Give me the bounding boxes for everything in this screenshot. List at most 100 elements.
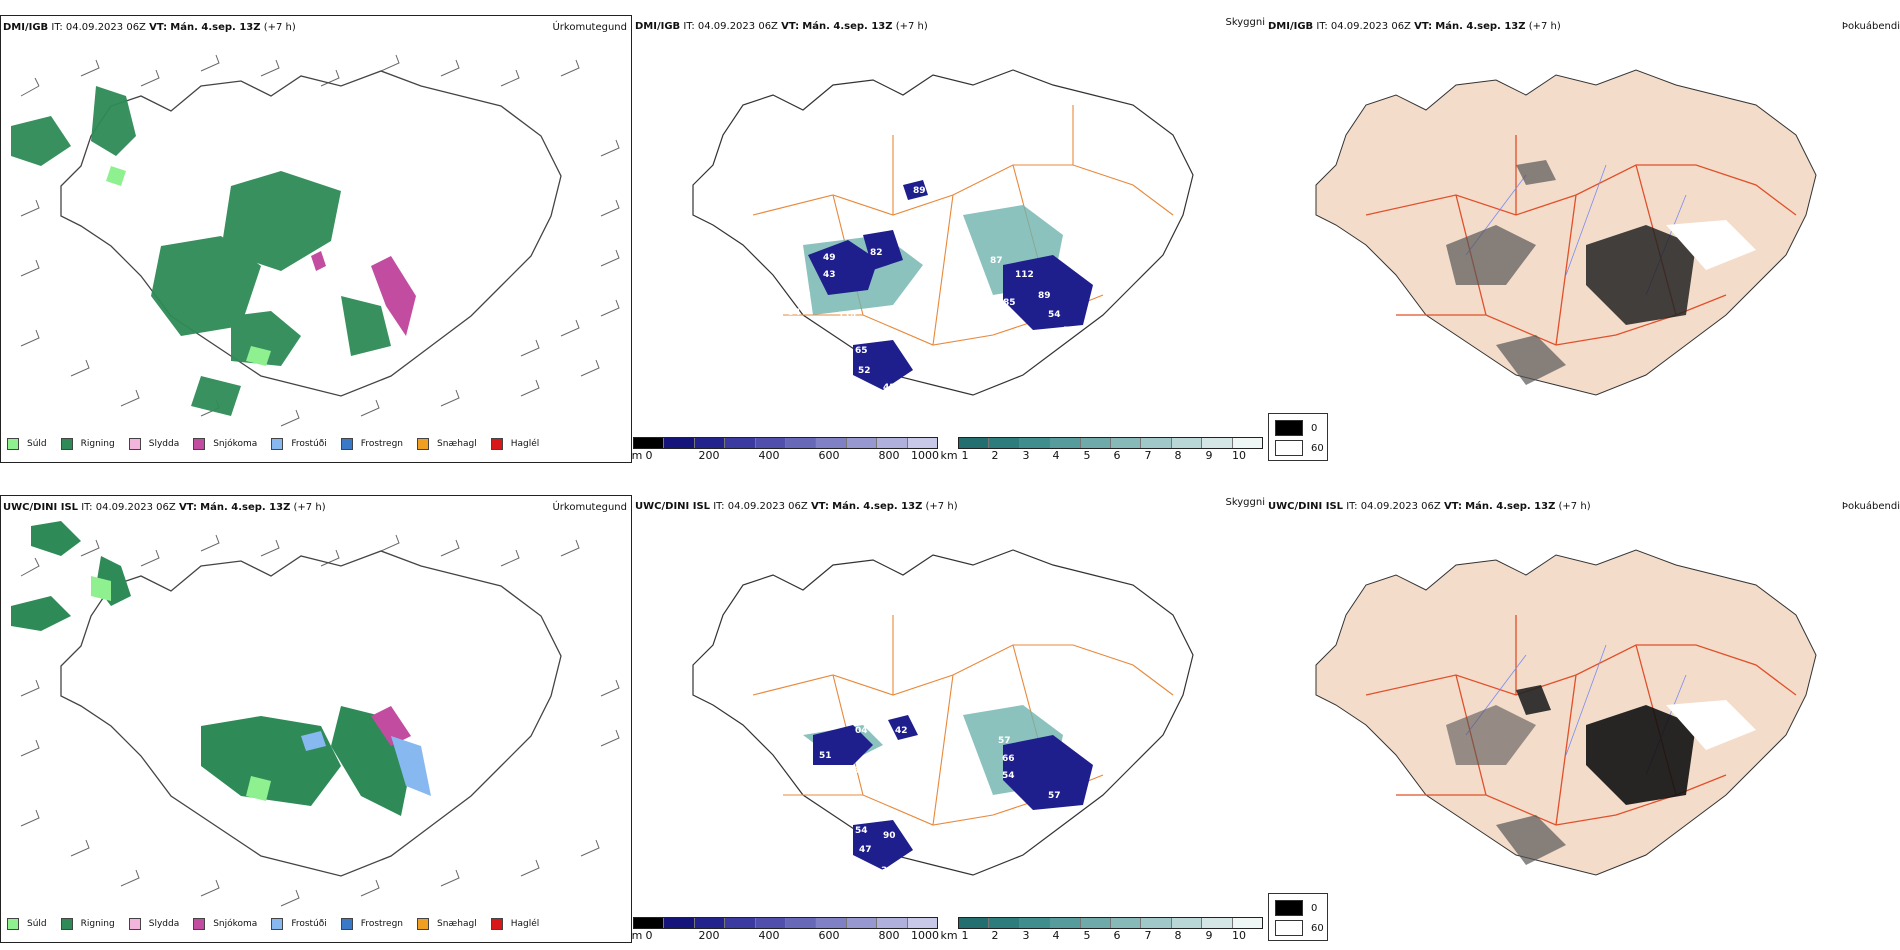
visibility-panel-1: DMI/IGB IT: 04.09.2023 06Z VT: Mán. 4.se…: [633, 15, 1265, 463]
drizzle-areas: [91, 576, 271, 801]
cloud-base-label: 51: [1063, 326, 1076, 336]
vt-value: Mán. 4.sep. 13Z: [170, 22, 261, 33]
visibility-ticks: km 1 2 3 4 5 6 7 8 9 10: [940, 449, 1246, 462]
panel-header: DMI/IGB IT: 04.09.2023 06Z VT: Mán. 4.se…: [3, 22, 296, 33]
rain-areas: [11, 86, 391, 416]
model-name: UWC/DINI ISL: [3, 502, 79, 513]
wind-barbs: [20, 534, 620, 907]
cloud-base-label: 34: [788, 308, 801, 318]
cloud-base-areas: [808, 180, 1093, 390]
iceland-outline: [692, 69, 1194, 396]
legend-item: Rigning: [60, 438, 115, 450]
it-value: 04.09.2023 06Z: [65, 22, 146, 33]
legend-item: Súld: [7, 918, 47, 930]
swatch-haglel: [490, 438, 503, 450]
legend-item: Frostregn: [340, 438, 403, 450]
visibility-ticks: km 1 2 3 4 5 6 7 8 9 10: [940, 929, 1246, 942]
legend-item: Slydda: [128, 438, 179, 450]
panel-header: UWC/DINI ISL IT: 04.09.2023 06Z VT: Mán.…: [3, 502, 326, 513]
legend-item: Haglél: [490, 918, 539, 930]
swatch-snaehagl: [417, 438, 430, 450]
precip-legend: Súld Rigning Slydda Snjókoma Frostúði Fr…: [7, 918, 549, 930]
cloud-base-label: 65: [855, 346, 868, 356]
cloud-base-label: 89: [1038, 291, 1051, 301]
cloud-base-ticks: m 0 200 400 600 800 1000: [631, 929, 939, 942]
svg-text:54: 54: [855, 826, 868, 836]
cloud-base-label: 70: [703, 241, 716, 251]
panel-header: DMI/IGB IT: 04.09.2023 06Z VT: Mán. 4.se…: [1268, 21, 1561, 32]
cloud-base-label: 42: [883, 383, 896, 393]
precip-panel-1: DMI/IGB IT: 04.09.2023 06Z VT: Mán. 4.se…: [0, 15, 632, 463]
visibility-colorbar: [958, 437, 1263, 449]
svg-text:66: 66: [1002, 754, 1015, 764]
iceland-land: [1315, 549, 1817, 876]
panel-title: Úrkomutegund: [552, 22, 627, 33]
visibility-panel-2: UWC/DINI ISL IT: 04.09.2023 06Z VT: Mán.…: [633, 495, 1265, 943]
fog-legend: 0 60: [1268, 413, 1328, 461]
fog-map: [1315, 549, 1817, 876]
panel-header: UWC/DINI ISL IT: 04.09.2023 06Z VT: Mán.…: [635, 501, 958, 512]
cloud-base-label: 114: [838, 311, 857, 321]
svg-text:90: 90: [883, 831, 896, 841]
cloud-base-ticks: m 0 200 400 600 800 1000: [631, 449, 939, 462]
cloud-base-label: 54: [1048, 310, 1061, 320]
lead-time: (+7 h): [263, 22, 296, 33]
iceland-land: [1315, 69, 1817, 396]
snow-areas: [311, 251, 416, 336]
svg-text:57: 57: [853, 766, 866, 776]
legend-item: Frostúði: [271, 438, 327, 450]
svg-text:57: 57: [1048, 791, 1061, 801]
fog-panel-2: UWC/DINI ISL IT: 04.09.2023 06Z VT: Mán.…: [1266, 495, 1900, 943]
cloud-base-colorbar: [633, 437, 938, 449]
cloud-base-label: 40: [798, 290, 811, 300]
fog-panel-1: DMI/IGB IT: 04.09.2023 06Z VT: Mán. 4.se…: [1266, 15, 1900, 463]
road-network: [752, 615, 1174, 826]
visibility-map: 89 49 43 82 87 112 89 85 54 51 65 52 42 …: [692, 69, 1194, 396]
swatch-frostudi: [271, 438, 284, 450]
swatch-rigning: [60, 438, 73, 450]
unit-label: m: [631, 449, 643, 462]
legend-item: Snæhagl: [417, 918, 477, 930]
snow-areas: [371, 706, 411, 746]
legend-item: Snjókoma: [193, 918, 257, 930]
cloud-base-areas: [813, 715, 1093, 870]
svg-text:04: 04: [855, 726, 868, 736]
swatch-sudd: [7, 438, 19, 450]
precip-map: [11, 521, 620, 907]
cloud-base-label: 49: [823, 253, 836, 263]
fog-legend: 0 60: [1268, 893, 1328, 941]
legend-item: Rigning: [60, 918, 115, 930]
legend-item: Frostúði: [271, 918, 327, 930]
svg-text:57: 57: [998, 736, 1011, 746]
cloud-base-labels: 04 42 51 58 57 70 57 66 54 57 54 90 47 3…: [801, 726, 1061, 876]
cloud-base-colorbar: [633, 917, 938, 929]
cloud-base-label: 43: [823, 270, 836, 280]
legend-item: Súld: [7, 438, 47, 450]
it-label: IT:: [51, 22, 63, 33]
vt-label: VT:: [149, 22, 168, 33]
freezing-drizzle-areas: [301, 731, 431, 796]
iceland-outline: [692, 549, 1194, 876]
swatch-frostregn: [340, 438, 353, 450]
panel-header: DMI/IGB IT: 04.09.2023 06Z VT: Mán. 4.se…: [635, 21, 928, 32]
svg-text:70: 70: [825, 773, 838, 783]
iceland-outline: [60, 550, 562, 877]
legend-item: Snæhagl: [417, 438, 477, 450]
svg-text:54: 54: [1002, 771, 1015, 781]
svg-text:38: 38: [855, 861, 868, 871]
legend-item: Haglél: [490, 438, 539, 450]
svg-text:58: 58: [801, 761, 814, 771]
unit-label: km: [940, 449, 958, 462]
legend-item: Snjókoma: [193, 438, 257, 450]
legend-item: Frostregn: [340, 918, 403, 930]
cloud-base-label: 82: [870, 248, 883, 258]
precip-map: [11, 54, 620, 427]
fog-areas: [1446, 685, 1756, 865]
cloud-base-label: 87: [990, 256, 1003, 266]
drizzle-areas: [106, 166, 271, 366]
visibility-map: 04 42 51 58 57 70 57 66 54 57 54 90 47 3…: [692, 549, 1194, 876]
panel-title: Þokuábendi: [1841, 21, 1900, 32]
panel-header: UWC/DINI ISL IT: 04.09.2023 06Z VT: Mán.…: [1268, 501, 1591, 512]
cloud-base-label: 52: [858, 366, 871, 376]
wind-barbs: [20, 54, 620, 427]
